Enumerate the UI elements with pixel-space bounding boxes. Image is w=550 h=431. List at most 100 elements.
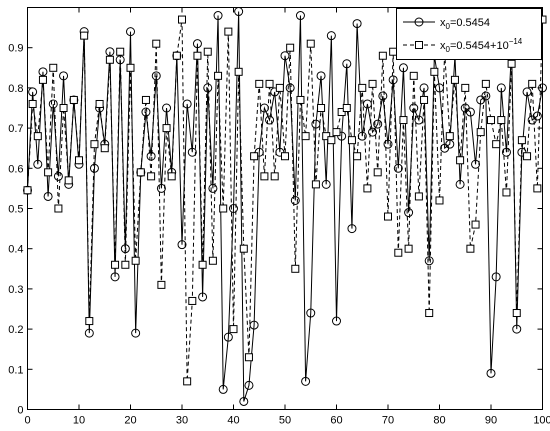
x-tick-label: 50 <box>279 415 291 427</box>
series-1-point <box>285 83 295 93</box>
series-2-point <box>131 256 140 265</box>
series-1-point <box>89 163 99 173</box>
series-1-point <box>177 240 187 250</box>
x-tick-label: 10 <box>73 415 85 427</box>
series-1-point <box>486 368 496 378</box>
x-tick-label: 30 <box>176 415 188 427</box>
series-1-point <box>522 87 532 97</box>
series-1-point <box>342 59 352 69</box>
series-2-point <box>363 184 372 193</box>
series-2-point <box>286 43 295 52</box>
series-2-point <box>162 124 171 133</box>
series-2-point <box>435 196 444 205</box>
series-1-point <box>388 75 398 85</box>
legend-entry-2: x0=0.5454+10−14 <box>440 37 523 54</box>
series-1-point <box>182 99 192 109</box>
series-2-point <box>239 244 248 253</box>
series-1-point <box>162 103 172 113</box>
series-1-point <box>311 119 321 129</box>
series-1-point <box>270 87 280 97</box>
series-1-point <box>373 119 383 129</box>
series-1-point <box>151 71 161 81</box>
series-2-point <box>399 116 408 125</box>
series-1-point <box>414 115 424 125</box>
series-1-point <box>378 91 388 101</box>
series-1-point <box>275 147 285 157</box>
series-1-point <box>337 131 347 141</box>
series-2-point <box>198 260 207 269</box>
series-2-point <box>466 244 475 253</box>
x-tick-label: 100 <box>533 415 550 427</box>
series-1-point <box>362 99 372 109</box>
series-1-point <box>43 191 53 201</box>
series-1-point <box>141 107 151 117</box>
y-tick-label: 0.1 <box>8 364 23 376</box>
series-2-point <box>90 140 99 149</box>
series-2-point <box>317 104 326 112</box>
series-2-point <box>224 27 233 36</box>
series-2-point <box>23 186 32 195</box>
series-2-point <box>512 309 521 318</box>
series-1-point <box>229 204 238 213</box>
series-1-point <box>156 183 166 193</box>
series-2-point <box>384 212 392 221</box>
series-1-point <box>455 179 465 189</box>
series-1-point <box>326 31 336 41</box>
series-2-point <box>121 260 130 269</box>
series-1-point <box>419 83 429 93</box>
series-1-point <box>368 127 378 137</box>
series-1-point <box>538 83 547 93</box>
series-2-point <box>394 248 403 257</box>
series-2-point <box>389 47 398 56</box>
series-2-point <box>461 83 470 92</box>
series-2-point <box>502 188 511 197</box>
series-1-point <box>115 55 125 65</box>
series-2-point <box>430 67 439 76</box>
series-1-point <box>38 67 48 77</box>
series-2-point <box>105 55 114 64</box>
y-tick-label: 0.6 <box>8 163 23 175</box>
series-1-point <box>192 39 202 49</box>
series-2-point <box>450 75 459 84</box>
series-1-point <box>501 147 511 157</box>
series-2-point <box>445 132 454 141</box>
series-2-point <box>373 168 382 177</box>
series-1-point <box>48 99 58 109</box>
series-1-point <box>481 91 491 101</box>
series-2-point <box>208 256 217 265</box>
series-2-point <box>414 192 423 201</box>
y-tick-label: 0.3 <box>8 284 23 296</box>
series-1-point <box>347 224 357 234</box>
series-1-point <box>223 332 233 342</box>
series-2-point <box>342 104 351 112</box>
series-1-point <box>218 384 228 394</box>
series-2-point <box>404 244 413 253</box>
series-1-point <box>301 376 311 386</box>
series-1-point <box>280 51 290 61</box>
series-1-point <box>84 328 94 338</box>
series-2-point <box>481 79 490 88</box>
series-2-point <box>111 260 120 269</box>
series-1-point <box>59 71 69 81</box>
series-1-point <box>532 111 542 121</box>
series-2-point <box>265 79 274 88</box>
series-2-point <box>368 79 377 88</box>
plot-area <box>27 7 543 410</box>
series-1-point <box>491 272 501 282</box>
series-1-point <box>465 107 475 117</box>
y-tick-label: 0.2 <box>8 324 23 336</box>
legend-circle-marker <box>414 17 424 27</box>
series-2-point <box>528 79 537 88</box>
y-tick-label: 0 <box>17 405 23 417</box>
x-tick-label: 70 <box>382 415 394 427</box>
series-2-point <box>296 95 305 104</box>
x-tick-label: 80 <box>433 415 445 427</box>
series-2-point <box>38 75 47 84</box>
series-2-point <box>327 136 336 145</box>
series-2-point <box>100 144 109 153</box>
series-1-point <box>306 308 316 318</box>
series-2-point <box>183 377 192 386</box>
series-1-point <box>120 244 130 254</box>
series-1-point <box>28 87 38 97</box>
